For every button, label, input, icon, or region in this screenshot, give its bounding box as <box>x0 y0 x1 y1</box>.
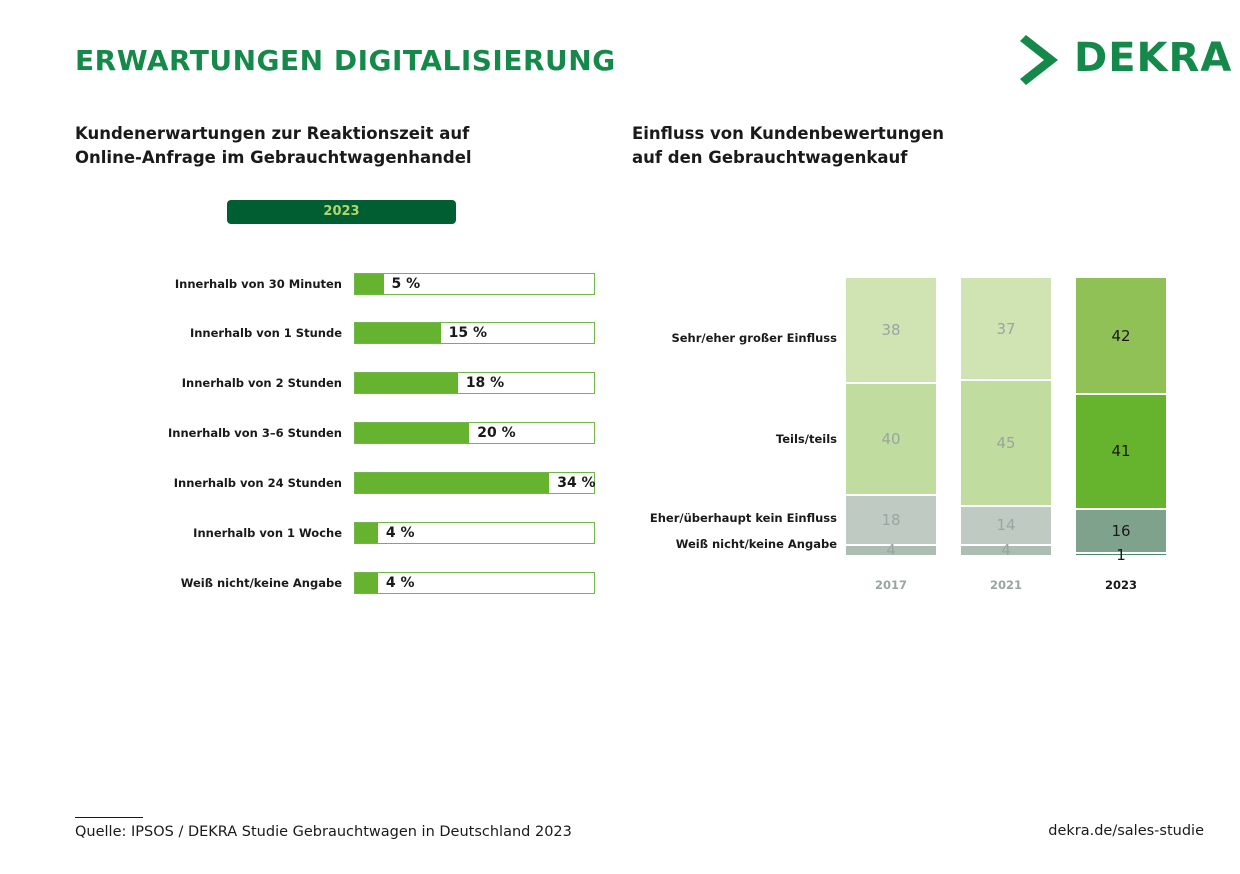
hbar-track: 18 % <box>354 372 595 394</box>
hbar-track: 20 % <box>354 422 595 444</box>
footer-rule <box>75 817 143 818</box>
hbar-category-label: Innerhalb von 1 Woche <box>193 526 342 540</box>
year-pill: 2023 <box>227 200 456 224</box>
stack-segment <box>1076 278 1166 396</box>
stack-value-label: 38 <box>881 321 901 339</box>
hbar-track: 4 % <box>354 522 595 544</box>
source-note: Quelle: IPSOS / DEKRA Studie Gebrauchtwa… <box>75 824 572 840</box>
stack-category-label: Sehr/eher großer Einfluss <box>671 331 837 345</box>
hbar-row: Innerhalb von 1 Stunde 15 % <box>0 322 600 346</box>
stack-segment <box>961 545 1051 557</box>
stack-segment <box>1076 395 1166 510</box>
stack-value-label: 16 <box>1111 521 1131 540</box>
hbar-track: 34 % <box>354 472 596 494</box>
hbar-category-label: Weiß nicht/keine Angabe <box>180 576 342 590</box>
hbar-row: Innerhalb von 1 Woche 4 % <box>0 522 600 546</box>
hbar-category-label: Innerhalb von 24 Stunden <box>173 476 342 490</box>
hbar-value-label: 20 % <box>477 425 516 441</box>
hbar-bar <box>355 423 470 443</box>
dekra-logo: DEKRA <box>1018 33 1231 89</box>
stack-year-label: 2023 <box>1104 578 1137 592</box>
stack-value-label: 4 <box>886 541 896 560</box>
stack-category-label: Eher/überhaupt kein Einfluss <box>649 510 837 525</box>
hbar-value-label: 34 % <box>557 475 596 491</box>
site-link[interactable]: dekra.de/sales-studie <box>1048 823 1204 839</box>
stack-column: 42 41 16 1 <box>1076 278 1166 564</box>
stack-segment <box>1076 509 1166 555</box>
page-title: ERWARTUNGEN DIGITALISIERUNG <box>75 44 616 77</box>
stack-value-label: 1 <box>1116 545 1126 564</box>
hbar-bar <box>355 274 384 294</box>
hbar-bar <box>355 523 378 543</box>
stack-value-label: 4 <box>1001 541 1011 560</box>
hbar-bar <box>355 473 550 493</box>
hbar-value-label: 4 % <box>385 575 415 591</box>
hbar-value-label: 15 % <box>448 325 488 341</box>
right-chart-title: Einfluss von Kundenbewertungen auf den G… <box>632 122 944 170</box>
hbar-bar <box>355 373 458 393</box>
hbar-track: 4 % <box>354 572 595 594</box>
stack-column: 37 45 14 4 <box>961 278 1051 560</box>
left-chart-title-line-1: Kundenerwartungen zur Reaktionszeit auf <box>75 124 470 143</box>
hbar-bar <box>355 573 378 593</box>
stack-segment <box>846 545 936 557</box>
hbar-row: Innerhalb von 3–6 Stunden 20 % <box>0 422 600 446</box>
stack-segment <box>961 506 1051 546</box>
dekra-logo-icon <box>1020 35 1058 85</box>
left-chart-title-line-2: Online-Anfrage im Gebrauchtwagenhandel <box>75 148 472 167</box>
stack-category-label: Weiß nicht/keine Angabe <box>675 537 837 552</box>
hbar-category-label: Innerhalb von 30 Minuten <box>174 277 342 291</box>
hbar-bar <box>355 323 441 343</box>
stack-value-label: 37 <box>996 319 1016 338</box>
hbar-category-label: Innerhalb von 1 Stunde <box>189 326 342 340</box>
hbar-category-label: Innerhalb von 3–6 Stunden <box>168 426 342 440</box>
stack-year-label: 2021 <box>989 578 1022 592</box>
stack-segment <box>961 278 1051 382</box>
hbar-category-label: Innerhalb von 2 Stunden <box>181 376 342 390</box>
stack-segment <box>846 384 936 496</box>
stack-value-label: 14 <box>996 516 1016 535</box>
left-chart-title: Kundenerwartungen zur Reaktionszeit auf … <box>75 122 472 170</box>
stack-segment <box>1076 554 1166 557</box>
hbar-row: Innerhalb von 30 Minuten 5 % <box>0 273 600 297</box>
stack-segment <box>846 278 936 385</box>
stack-value-label: 18 <box>881 510 901 529</box>
stack-category-label: Teils/teils <box>775 431 837 446</box>
stack-value-label: 41 <box>1111 442 1131 461</box>
right-chart-title-line-2: auf den Gebrauchtwagenkauf <box>632 148 908 167</box>
hbar-track: 5 % <box>354 273 595 295</box>
stack-column: 38 40 18 4 <box>846 278 936 560</box>
stack-year-label: 2017 <box>874 578 907 592</box>
stack-value-label: 42 <box>1111 326 1131 345</box>
hbar-row: Innerhalb von 24 Stunden 34 % <box>0 472 600 496</box>
stack-value-label: 45 <box>996 434 1016 452</box>
hbar-track: 15 % <box>354 322 595 344</box>
right-chart-title-line-1: Einfluss von Kundenbewertungen <box>632 124 945 143</box>
stack-segment <box>961 381 1051 507</box>
hbar-value-label: 4 % <box>385 525 415 541</box>
hbar-row: Weiß nicht/keine Angabe 4 % <box>0 572 600 596</box>
hbar-value-label: 5 % <box>391 276 421 292</box>
hbar-row: Innerhalb von 2 Stunden 18 % <box>0 372 600 396</box>
logo-wordmark: DEKRA <box>1074 35 1233 81</box>
stack-value-label: 40 <box>881 429 901 448</box>
stack-segment <box>846 495 936 546</box>
hbar-value-label: 18 % <box>465 375 505 391</box>
